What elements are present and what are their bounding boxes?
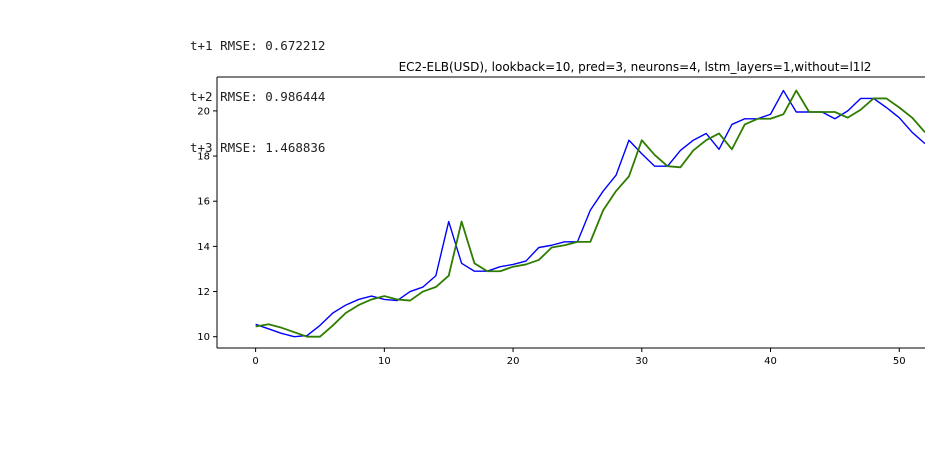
- y-tick-label: 18: [197, 152, 210, 163]
- x-tick-label: 30: [635, 356, 648, 367]
- x-tick-label: 40: [764, 356, 777, 367]
- series-line-2: [255, 89, 925, 338]
- x-tick-label: 20: [507, 356, 520, 367]
- chart-title: EC2-ELB(USD), lookback=10, pred=3, neuro…: [399, 60, 872, 74]
- y-tick-label: 12: [197, 287, 210, 298]
- x-tick-label: 50: [893, 356, 906, 367]
- x-tick-label: 10: [378, 356, 391, 367]
- plot-area: 0 10 20 30 40 50 10 12 14 16 18 20: [197, 76, 925, 367]
- console-output: t+1 RMSE: 0.672212 t+2 RMSE: 0.986444 t+…: [190, 3, 325, 173]
- series-line-1: [255, 89, 925, 338]
- x-tick-label: 0: [252, 356, 258, 367]
- y-tick-label: 16: [197, 197, 210, 208]
- y-tick-label: 14: [197, 242, 210, 253]
- console-line-t2-rmse: t+2 RMSE: 0.986444: [190, 89, 326, 104]
- y-tick-label: 10: [197, 332, 210, 343]
- y-tick-label: 20: [197, 106, 210, 117]
- console-line-t1-rmse: t+1 RMSE: 0.672212: [190, 38, 326, 53]
- console-line-t3-rmse: t+3 RMSE: 1.468836: [190, 140, 326, 155]
